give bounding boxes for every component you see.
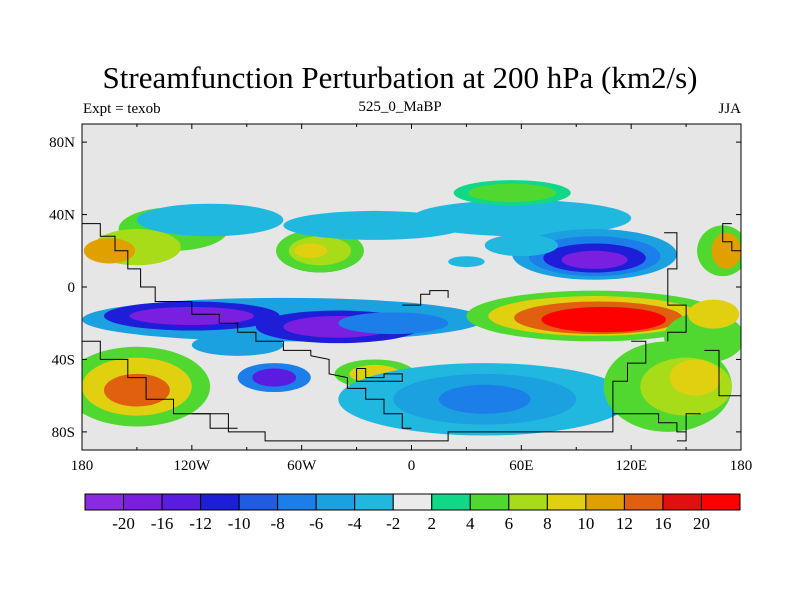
coastline-6 xyxy=(612,340,647,414)
x-tick-label-5: 120E xyxy=(615,458,647,474)
x-tick-label-4: 60E xyxy=(509,458,533,474)
run-label: 525_0_MaBP xyxy=(358,99,442,115)
chart-title: Streamfunction Perturbation at 200 hPa (… xyxy=(102,60,698,95)
contour-blob-5 xyxy=(294,243,328,259)
colorbar-label-14: 16 xyxy=(654,514,671,533)
experiment-label: Expt = texob xyxy=(83,101,161,117)
contour-blob-26 xyxy=(252,368,297,387)
contour-blob-15 xyxy=(484,234,558,257)
colorbar-label-9: 4 xyxy=(466,514,475,533)
y-tick-label-1: 40N xyxy=(49,208,75,224)
contour-blob-21 xyxy=(129,306,255,326)
x-tick-label-2: 60W xyxy=(287,458,317,474)
colorbar-swatch-7 xyxy=(354,493,394,511)
coastline-9 xyxy=(722,223,741,252)
colorbar-swatch-3 xyxy=(200,493,240,511)
colorbar-label-2: -12 xyxy=(189,514,212,533)
season-label: JJA xyxy=(718,101,741,117)
colorbar-label-7: -2 xyxy=(386,514,400,533)
colorbar-swatch-13 xyxy=(585,493,625,511)
contour-blob-8 xyxy=(411,200,632,237)
colorbar-label-4: -8 xyxy=(271,514,285,533)
colorbar-label-10: 6 xyxy=(505,514,514,533)
y-tick-label-3: 40S xyxy=(52,352,75,368)
colorbar-swatch-11 xyxy=(508,493,548,511)
x-tick-label-3: 0 xyxy=(408,458,416,474)
colorbar-label-6: -4 xyxy=(348,514,363,533)
coastline-5 xyxy=(402,290,449,306)
coastline-10 xyxy=(676,413,701,442)
colorbar-swatch-14 xyxy=(623,493,664,511)
y-tick-label-0: 80N xyxy=(49,135,75,151)
coastline-2 xyxy=(82,340,687,442)
contour-blob-24 xyxy=(338,312,449,335)
contour-blob-6 xyxy=(136,203,284,237)
x-tick-label-1: 120W xyxy=(173,458,211,474)
colorbar-swatch-15 xyxy=(662,493,702,511)
colorbar-label-8: 2 xyxy=(428,514,437,533)
contour-blob-31 xyxy=(541,306,666,333)
contour-blob-41 xyxy=(438,384,531,414)
contour-field xyxy=(82,180,741,436)
coastline-4 xyxy=(356,368,403,382)
y-tick-label-4: 80S xyxy=(52,425,75,441)
contour-blob-36 xyxy=(103,373,170,407)
coastline-7 xyxy=(664,232,687,342)
contour-blob-10 xyxy=(468,183,557,202)
y-tick-label-2: 0 xyxy=(68,280,76,296)
colorbar-label-13: 12 xyxy=(616,514,633,533)
colorbar-label-12: 10 xyxy=(577,514,594,533)
colorbar-swatch-1 xyxy=(123,493,163,511)
colorbar-label-5: -6 xyxy=(309,514,323,533)
colorbar-swatch-4 xyxy=(238,493,279,511)
colorbar-label-0: -20 xyxy=(112,514,135,533)
colorbar-swatch-5 xyxy=(277,493,317,511)
coastline-0 xyxy=(82,223,312,356)
colorbar-swatch-6 xyxy=(315,493,356,511)
colorbar-swatch-10 xyxy=(469,493,510,511)
colorbar-label-15: 20 xyxy=(693,514,710,533)
coastline-1 xyxy=(310,355,412,429)
colorbar-swatch-9 xyxy=(431,493,471,511)
contour-blob-27 xyxy=(191,334,284,356)
colorbar-swatch-12 xyxy=(546,493,587,511)
contour-blob-16 xyxy=(448,256,485,268)
contour-blob-44 xyxy=(669,359,721,396)
x-axis: 180 120W 60W 0 60E 120E 180 xyxy=(71,124,753,474)
x-tick-label-6: 180 xyxy=(730,458,753,474)
colorbar: -20 -16 -12 -10 -8 -6 -4 -2 2 4 6 8 10 12 16 20 xyxy=(84,493,741,533)
colorbar-label-11: 8 xyxy=(543,514,552,533)
contour-blob-14 xyxy=(561,250,628,269)
colorbar-swatch-8 xyxy=(392,493,433,511)
colorbar-swatch-0 xyxy=(84,493,125,511)
x-tick-label-0: 180 xyxy=(71,458,94,474)
colorbar-swatch-2 xyxy=(161,493,202,511)
colorbar-swatch-16 xyxy=(700,493,741,511)
coastlines xyxy=(82,223,741,442)
contour-blob-2 xyxy=(83,238,136,264)
colorbar-label-1: -16 xyxy=(151,514,174,533)
contour-blob-33 xyxy=(687,299,740,329)
colorbar-label-3: -10 xyxy=(228,514,251,533)
contour-blob-18 xyxy=(711,232,741,269)
y-axis: 80N 40N 0 40S 80S xyxy=(49,135,741,441)
coastline-3 xyxy=(191,413,238,429)
coastline-8 xyxy=(704,349,741,397)
